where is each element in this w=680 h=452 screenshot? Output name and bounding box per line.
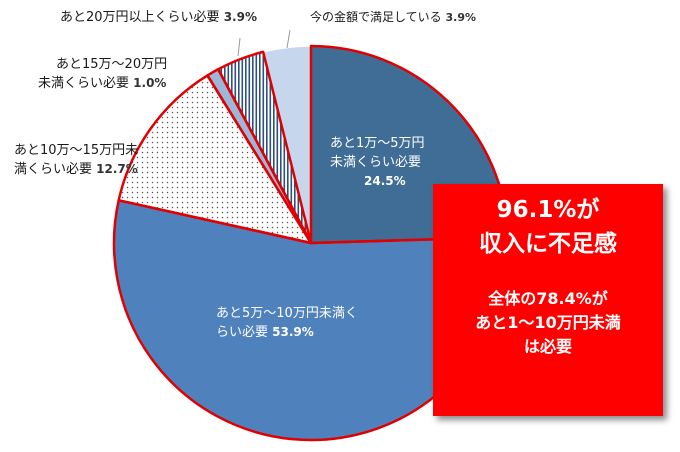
- label-10-15man: あと10万〜15万円未 満くらい必要 12.7%: [14, 141, 138, 179]
- label-1-5man-line1: あと1万〜5万円: [330, 136, 425, 151]
- label-5-10man: あと5万〜10万円未満く らい必要 53.9%: [216, 304, 358, 342]
- callout-headline: 96.1%が 収入に不足感: [433, 193, 663, 261]
- callout-headline-line2: 収入に不足感: [479, 231, 617, 257]
- label-10-15man-line2: 満くらい必要: [14, 162, 93, 177]
- label-5-10man-line2-row: らい必要 53.9%: [216, 323, 358, 342]
- label-20man-over-text: あと20万円以上くらい必要: [60, 10, 220, 25]
- label-15-20man-line1: あと15万〜20万円: [56, 57, 168, 72]
- label-10-15man-line1: あと10万〜15万円未: [14, 143, 139, 158]
- label-satisfied-pct: 3.9%: [445, 11, 476, 24]
- label-20man-over: あと20万円以上くらい必要 3.9%: [60, 8, 257, 27]
- label-20man-over-pct: 3.9%: [223, 10, 257, 24]
- slice-20man-over-outline: [216, 50, 313, 245]
- label-5-10man-line1: あと5万〜10万円未満く: [216, 306, 358, 321]
- leader-line-satisfied: [286, 29, 291, 49]
- label-1-5man: あと1万〜5万円 未満くらい必要 24.5%: [330, 134, 425, 191]
- label-15-20man-line2: 未満くらい必要: [38, 76, 130, 91]
- callout-box: 96.1%が 収入に不足感 全体の78.4%が あと1〜10万円未満 は必要: [433, 184, 663, 416]
- callout-headline-line1: 96.1%が: [496, 197, 600, 223]
- label-1-5man-pct: 24.5%: [364, 174, 406, 188]
- label-10-15man-line2-row: 満くらい必要 12.7%: [14, 160, 138, 179]
- callout-sub-line3: は必要: [523, 337, 572, 356]
- label-5-10man-line2: らい必要: [216, 325, 269, 340]
- label-1-5man-line2: 未満くらい必要: [330, 155, 422, 170]
- label-15-20man: あと15万〜20万円 未満くらい必要 1.0%: [38, 55, 167, 93]
- slice-10-15man-outline: [117, 74, 313, 245]
- callout-sub-line2: あと1〜10万円未満: [475, 313, 621, 332]
- label-satisfied: 今の金額で満足している 3.9%: [310, 8, 476, 27]
- label-15-20man-pct: 1.0%: [133, 76, 167, 90]
- label-10-15man-pct: 12.7%: [96, 162, 138, 176]
- leader-line-20man: [237, 37, 241, 57]
- label-5-10man-pct: 53.9%: [272, 325, 314, 339]
- label-satisfied-text: 今の金額で満足している: [310, 10, 442, 24]
- label-15-20man-line2-row: 未満くらい必要 1.0%: [38, 74, 167, 93]
- callout-sub: 全体の78.4%が あと1〜10万円未満 は必要: [433, 287, 663, 359]
- callout-sub-line1: 全体の78.4%が: [488, 289, 608, 308]
